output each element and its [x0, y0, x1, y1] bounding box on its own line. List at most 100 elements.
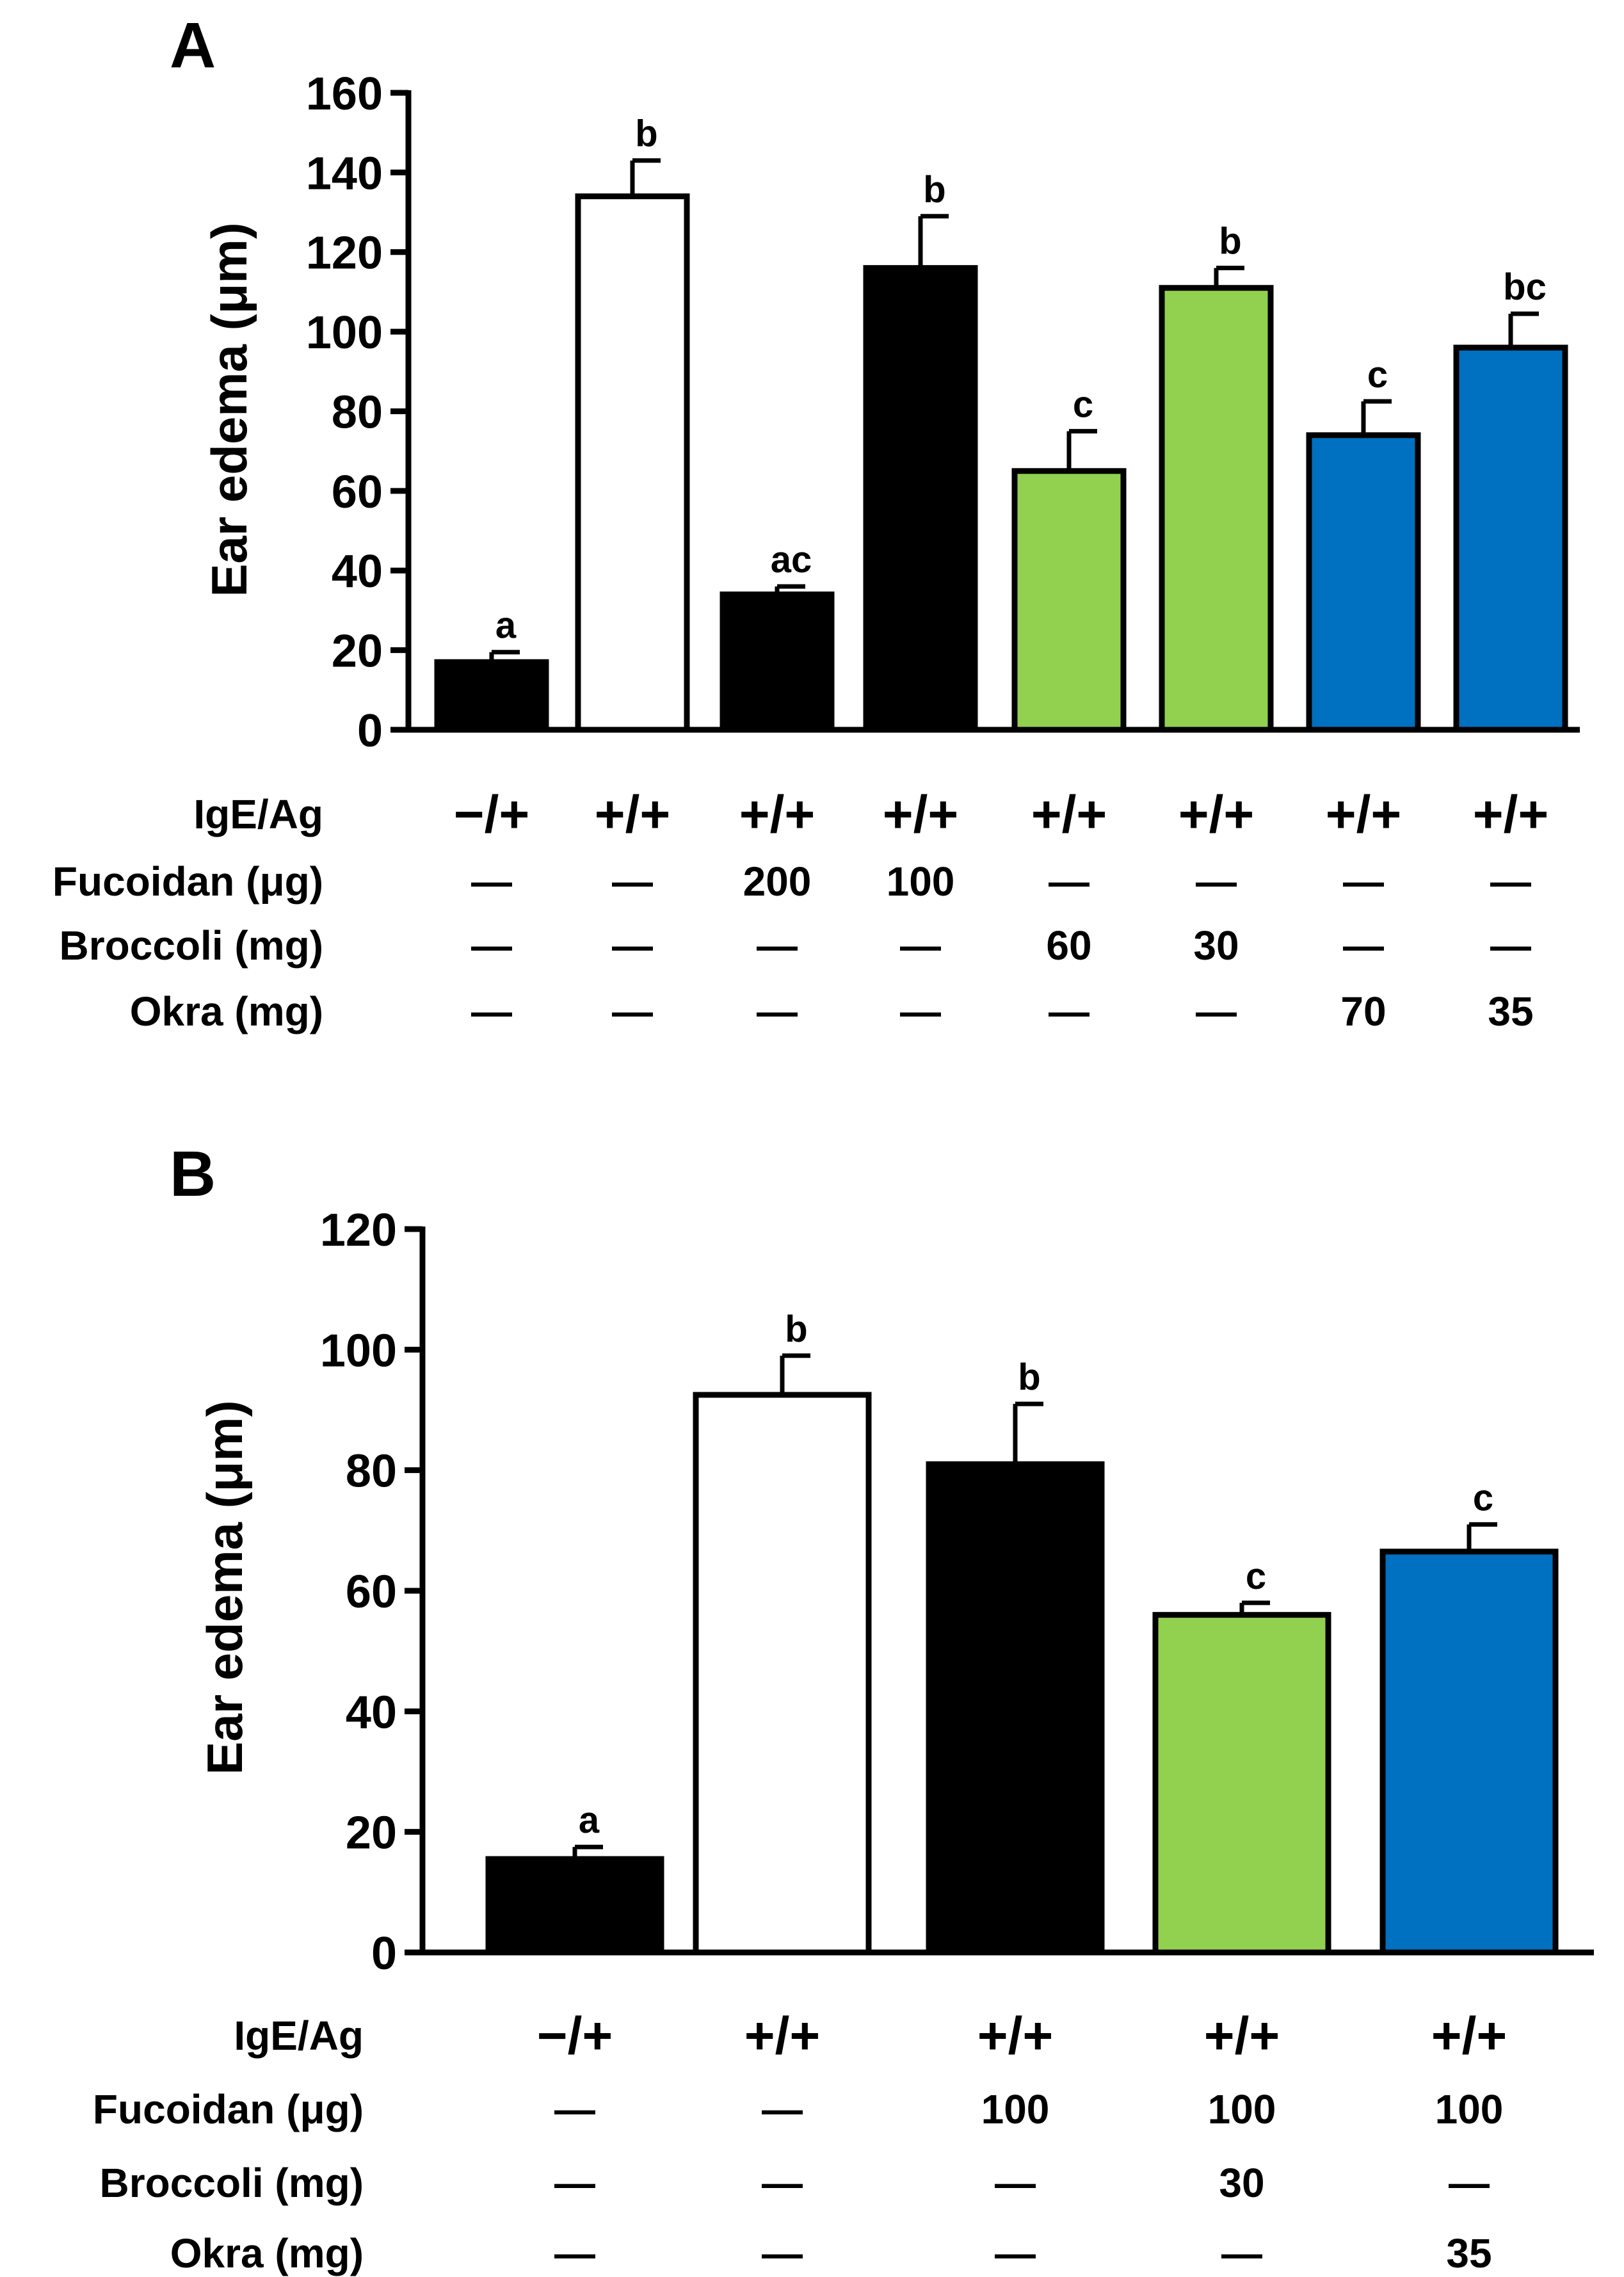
y-tick-label: 20 [346, 1808, 397, 1859]
y-ticks-b: 0 20 40 60 80 100 120 [320, 1205, 422, 1979]
y-axis-title-a: Ear edema (μm) [201, 222, 257, 597]
significance-letter: a [579, 1799, 600, 1841]
treatment-cell: — [1490, 922, 1531, 969]
treatment-cell: — [471, 858, 512, 905]
significance-letter: ac [771, 539, 812, 581]
treatment-cell: 100 [981, 2086, 1050, 2132]
y-tick-label: 60 [332, 467, 383, 518]
bar [720, 591, 835, 733]
y-tick-label: 140 [306, 148, 383, 199]
treatment-cell: — [1049, 858, 1089, 905]
y-tick-label: 80 [346, 1446, 397, 1497]
treatment-cell: — [612, 922, 653, 969]
treatment-cell: 200 [743, 858, 812, 905]
treatment-cell: — [995, 2230, 1036, 2276]
treatment-cell: — [554, 2230, 595, 2276]
axes-b [419, 1227, 1594, 1956]
significance-letter: b [923, 169, 945, 211]
treatment-cell: 100 [1435, 2086, 1504, 2132]
significance-letter: a [495, 605, 517, 647]
treatment-cell: — [554, 2160, 595, 2206]
treatment-cell: +/+ [739, 785, 816, 844]
treatment-row-label: IgE/Ag [234, 2013, 364, 2059]
treatment-cell: — [471, 988, 512, 1034]
treatment-cell: +/+ [744, 2007, 821, 2065]
treatment-row-label: Fucoidan (μg) [93, 2086, 364, 2132]
treatment-cell: — [1343, 858, 1384, 905]
treatment-cell: 70 [1340, 988, 1386, 1034]
y-tick-label: 20 [332, 626, 383, 677]
treatment-cell: — [757, 988, 798, 1034]
significance-letter: b [785, 1308, 807, 1350]
treatment-cell: — [471, 922, 512, 969]
treatment-cell: +/+ [1031, 785, 1107, 844]
treatment-cell: −/+ [537, 2007, 613, 2065]
bar [1379, 1549, 1559, 1956]
significance-letter: bc [1503, 266, 1547, 308]
panel-b: B Ear edema (μm) 0 20 40 60 80 100 120 a b b c c I… [93, 1138, 1594, 2276]
y-tick-label: 80 [332, 387, 383, 438]
treatment-cell: +/+ [883, 785, 959, 844]
treatment-cell: 60 [1046, 922, 1091, 969]
treatment-cell: +/+ [1326, 785, 1402, 844]
treatment-row-label: Broccoli (mg) [60, 922, 323, 969]
treatment-cell: — [757, 922, 798, 969]
treatment-row-label: Fucoidan (μg) [52, 858, 323, 905]
treatment-cell: — [1221, 2230, 1262, 2276]
treatment-cell: — [554, 2086, 595, 2132]
significance-letter: c [1246, 1556, 1266, 1597]
bar [693, 1392, 872, 1956]
treatment-cell: 100 [887, 858, 955, 905]
panel-label-b: B [170, 1138, 216, 1210]
treatment-cell: — [1196, 988, 1237, 1034]
bar [1011, 468, 1127, 733]
treatment-cell: — [900, 922, 941, 969]
bars-b: a b b c c [485, 1308, 1559, 1956]
bar [1152, 1612, 1331, 1956]
y-tick-label: 120 [306, 228, 383, 279]
bar [1453, 344, 1568, 733]
treatment-cell: +/+ [977, 2007, 1054, 2065]
treatment-cell: — [762, 2160, 803, 2206]
treatment-cell: +/+ [1204, 2007, 1280, 2065]
treatment-cell: — [1490, 858, 1531, 905]
bar [575, 193, 690, 733]
y-tick-label: 0 [371, 1928, 397, 1979]
significance-letter: b [635, 113, 657, 155]
significance-letter: c [1367, 354, 1388, 396]
treatment-cell: +/+ [1178, 785, 1255, 844]
treatment-cell: 100 [1208, 2086, 1276, 2132]
y-tick-label: 100 [306, 307, 383, 358]
treatment-cell: — [612, 988, 653, 1034]
y-tick-label: 40 [332, 546, 383, 597]
y-tick-label: 100 [320, 1325, 397, 1376]
significance-letter: b [1018, 1356, 1040, 1398]
bar [1159, 285, 1274, 733]
treatment-row-label: Broccoli (mg) [100, 2160, 364, 2206]
treatment-cell: 30 [1219, 2160, 1264, 2206]
treatment-cell: 35 [1446, 2230, 1491, 2276]
treatment-row-label: IgE/Ag [193, 791, 323, 837]
panel-label-a: A [170, 10, 216, 81]
treatment-cell: — [995, 2160, 1036, 2206]
treatment-cell: — [1449, 2160, 1490, 2206]
y-tick-label: 40 [346, 1687, 397, 1738]
y-tick-label: 160 [306, 68, 383, 120]
y-tick-label: 60 [346, 1566, 397, 1618]
significance-letter: b [1219, 221, 1241, 262]
treatment-cell: 35 [1488, 988, 1533, 1034]
treatment-table-a: IgE/Ag −/+ +/+ +/+ +/+ +/+ +/+ +/+ +/+ Fucoidan (… [52, 785, 1548, 1034]
bar [863, 265, 978, 733]
bar [485, 1856, 664, 1956]
axes-a [405, 90, 1580, 733]
y-tick-label: 0 [357, 705, 383, 757]
treatment-cell: — [762, 2086, 803, 2132]
bar [926, 1461, 1105, 1956]
y-axis-title-b: Ear edema (μm) [197, 1400, 253, 1774]
treatment-cell: +/+ [1473, 785, 1549, 844]
panel-a: A Ear edema (μm) 0 20 40 60 80 100 120 140 160 a… [52, 10, 1580, 1034]
bar [1306, 432, 1421, 733]
significance-letter: c [1473, 1477, 1493, 1518]
